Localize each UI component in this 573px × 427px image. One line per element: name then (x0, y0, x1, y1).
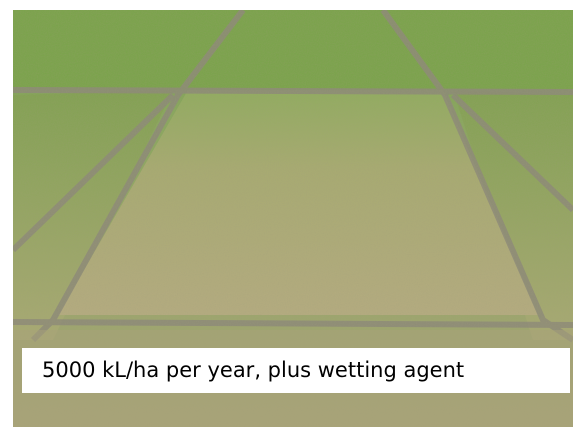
caption: 5000 kL/ha per year, plus wetting agent (42, 358, 465, 382)
caption-box: 5000 kL/ha per year, plus wetting agent (22, 348, 570, 393)
